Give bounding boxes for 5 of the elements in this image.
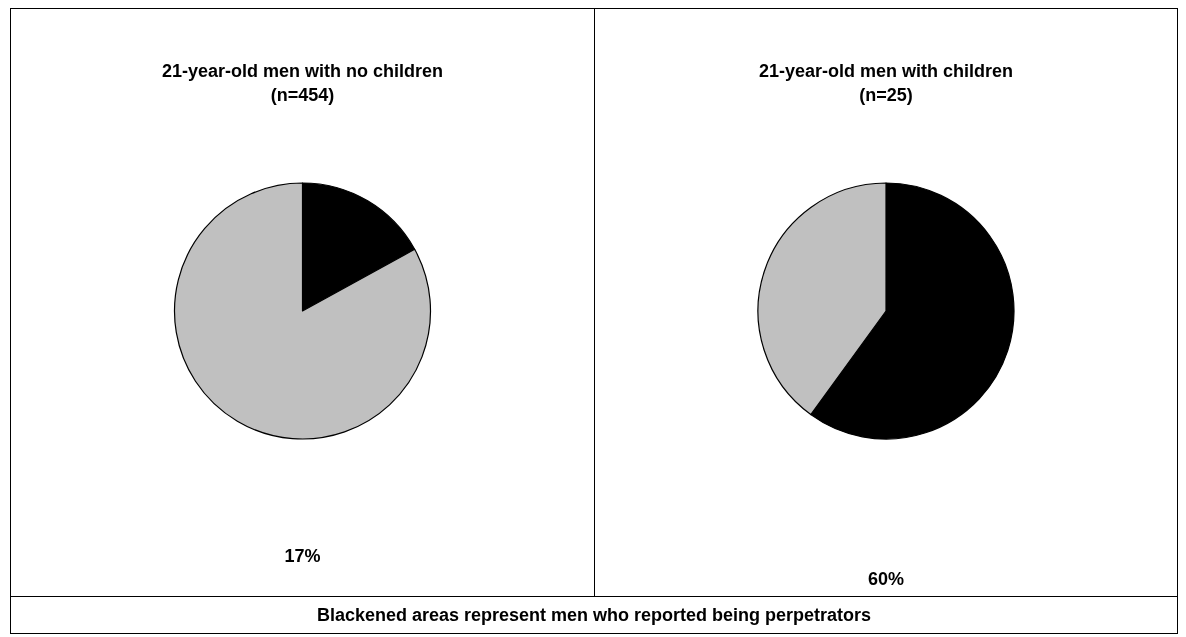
text: 17%	[284, 546, 321, 566]
chart-title: 21-year-old men with no children (n=454)	[161, 61, 444, 105]
chart-title: 21-year-old men with children (n=25)	[758, 61, 1014, 105]
text: Blackened areas represent men who reported being perpetrators	[316, 604, 872, 626]
text: 60%	[867, 569, 905, 589]
